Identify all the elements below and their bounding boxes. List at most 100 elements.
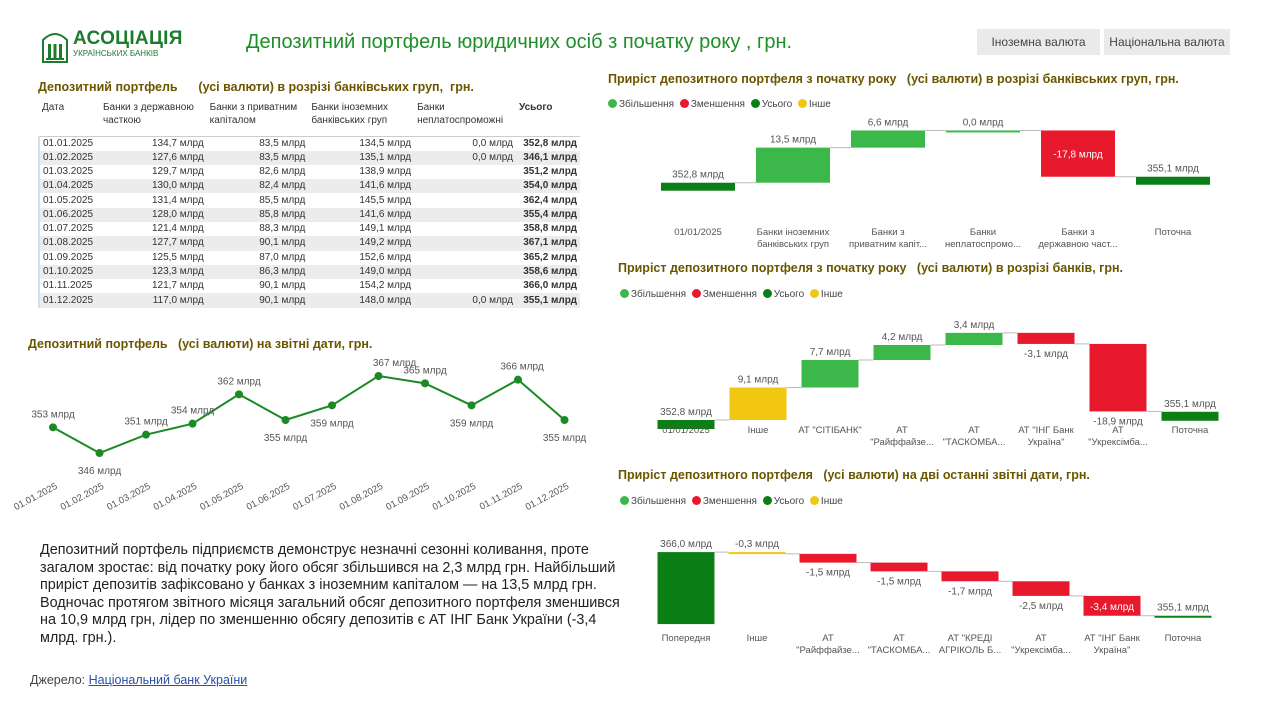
table-row: 01.03.2025 129,7 млрд 82,6 млрд 138,9 млрд 3… <box>38 164 580 180</box>
logo: АСОЦІАЦІЯ УКРАЇНСЬКИХ БАНКІВ <box>40 26 182 66</box>
table-row: 01.01.2025 134,7 млрд 83,5 млрд 134,5 млрд 0… <box>38 136 580 151</box>
waterfall-groups-title: Приріст депозитного портфеля з початку р… <box>608 72 1179 86</box>
x-tick-label: 01.10.2025 <box>431 481 478 513</box>
logo-emblem-icon <box>42 33 68 63</box>
logo-text: АСОЦІАЦІЯ <box>73 28 183 49</box>
data-point <box>421 379 429 388</box>
table-row: 01.11.2025 121,7 млрд 90,1 млрд 154,2 млрд 3… <box>38 279 580 294</box>
legend-item: Усього <box>762 496 804 507</box>
value-label: -3,4 млрд <box>1090 602 1134 613</box>
value-label: 4,2 млрд <box>882 332 923 343</box>
legend-label: Зменшення <box>702 289 757 300</box>
table-cell: 85,5 млрд <box>259 194 306 206</box>
data-label: 346 млрд <box>78 466 122 477</box>
legend-groups: Збільшення Зменшення Усього Інше <box>608 99 834 110</box>
value-label: -1,5 млрд <box>877 576 921 587</box>
legend-item: Інше <box>809 496 843 507</box>
legend-item: Збільшення <box>620 496 686 507</box>
legend-label: Зменшення <box>690 99 745 110</box>
table-cell: 365,2 млрд <box>523 251 577 263</box>
data-point <box>467 401 476 410</box>
waterfall-bar <box>1041 130 1115 177</box>
table-cell: 90,1 млрд <box>259 280 306 292</box>
category-label: Поточна <box>1155 227 1192 238</box>
data-label: 359 млрд <box>310 418 354 429</box>
table-cell: 121,7 млрд <box>151 280 204 292</box>
table-cell: 90,1 млрд <box>206 293 309 308</box>
legend-item: Зменшення <box>679 99 745 110</box>
value-label: 352,8 млрд <box>660 407 712 418</box>
data-point <box>142 430 150 439</box>
table-cell-date: 01.12.2025 <box>38 293 100 308</box>
table-cell <box>414 236 516 251</box>
tab-foreign-currency[interactable]: Іноземна валюта <box>977 29 1100 55</box>
legend-item: Усього <box>762 289 805 300</box>
table-cell-date: 01.04.2025 <box>38 179 100 194</box>
legend-other-icon <box>809 496 819 505</box>
waterfall-groups-chart: 352,8 млрд 01/01/2025 13,5 млрд Банки інозе… <box>661 117 1210 250</box>
category-label: АТ "КРЕДІ <box>948 633 993 644</box>
category-label: "ТАСКОМБА... <box>943 437 1006 448</box>
category-label: Інше <box>748 425 769 436</box>
table-cell: 123,3 млрд <box>99 264 207 280</box>
value-label: -1,5 млрд <box>806 568 850 579</box>
logo-subtext: УКРАЇНСЬКИХ БАНКІВ <box>73 49 159 58</box>
deposit-table: Дата Банки з державною часткою Банки з п… <box>38 98 580 308</box>
legend-decrease-icon <box>691 289 701 298</box>
table-cell: 154,2 млрд <box>359 280 412 292</box>
table-cell: 367,1 млрд <box>515 236 580 251</box>
waterfall-bar <box>1012 581 1070 596</box>
category-label: 01/01/2025 <box>662 425 710 436</box>
legend-label: Інше <box>820 289 843 300</box>
table-cell: 86,3 млрд <box>206 264 309 280</box>
table-cell: 358,6 млрд <box>515 264 580 280</box>
column-header: Усього <box>515 98 580 137</box>
waterfall-bar <box>756 147 830 183</box>
legend-banks: Збільшення Зменшення Усього Інше <box>620 289 846 300</box>
x-tick-label: 01.12.2025 <box>524 481 571 513</box>
table-cell: 148,0 млрд <box>308 293 415 308</box>
source-line: Джерело: Національний банк України <box>30 673 247 687</box>
category-label: АТ <box>893 633 905 644</box>
table-cell: 134,7 млрд <box>151 137 204 149</box>
waterfall-bar <box>870 562 928 572</box>
legend-decrease-icon <box>691 496 701 505</box>
table-cell <box>414 207 516 222</box>
table-cell: 362,4 млрд <box>523 194 577 206</box>
table-cell: 152,6 млрд <box>359 251 412 263</box>
category-label: неплатоспромо... <box>945 239 1021 250</box>
table-cell: 352,8 млрд <box>523 137 577 149</box>
table-cell: 82,4 млрд <box>206 179 309 194</box>
source-prefix: Джерело: <box>30 673 89 687</box>
category-label: Поточна <box>1165 633 1202 644</box>
data-label: 365 млрд <box>403 365 447 376</box>
legend-label: Усього <box>773 289 805 300</box>
category-label: АТ "ІНГ Банк <box>1084 633 1140 644</box>
table-row: 01.12.2025 117,0 млрд 90,1 млрд 148,0 млрд 0… <box>38 293 580 308</box>
table-cell: 0,0 млрд <box>472 137 513 149</box>
x-tick-label: 01.04.2025 <box>152 481 199 513</box>
table-row: 01.08.2025 127,7 млрд 90,1 млрд 149,2 млрд 3… <box>38 236 580 251</box>
source-link[interactable]: Національний банк України <box>88 673 248 687</box>
data-label: 353 млрд <box>31 409 75 420</box>
table-cell: 83,5 млрд <box>259 137 306 149</box>
legend-label: Інше <box>808 99 831 110</box>
value-label: -0,3 млрд <box>735 539 779 550</box>
value-label: 7,7 млрд <box>810 347 851 358</box>
column-header: Банки з державною часткою <box>99 98 207 137</box>
table-cell: 346,1 млрд <box>515 150 580 165</box>
legend-increase-icon <box>620 496 629 505</box>
tab-national-currency[interactable]: Національна валюта <box>1104 29 1230 55</box>
category-label: "Укрексімба... <box>1088 437 1148 448</box>
data-label: 351 млрд <box>124 417 168 428</box>
value-label: 3,4 млрд <box>954 320 995 331</box>
legend-label: Збільшення <box>619 99 675 110</box>
waterfall-bar <box>1083 595 1141 616</box>
table-title: Депозитний портфель (усі валюти) в розрі… <box>38 80 474 94</box>
table-cell: 125,5 млрд <box>151 251 204 263</box>
waterfall-bar <box>941 571 999 582</box>
waterfall-bar <box>1017 332 1075 344</box>
table-cell: 145,5 млрд <box>359 194 412 206</box>
waterfall-bar <box>945 332 1003 345</box>
table-cell <box>414 165 516 179</box>
